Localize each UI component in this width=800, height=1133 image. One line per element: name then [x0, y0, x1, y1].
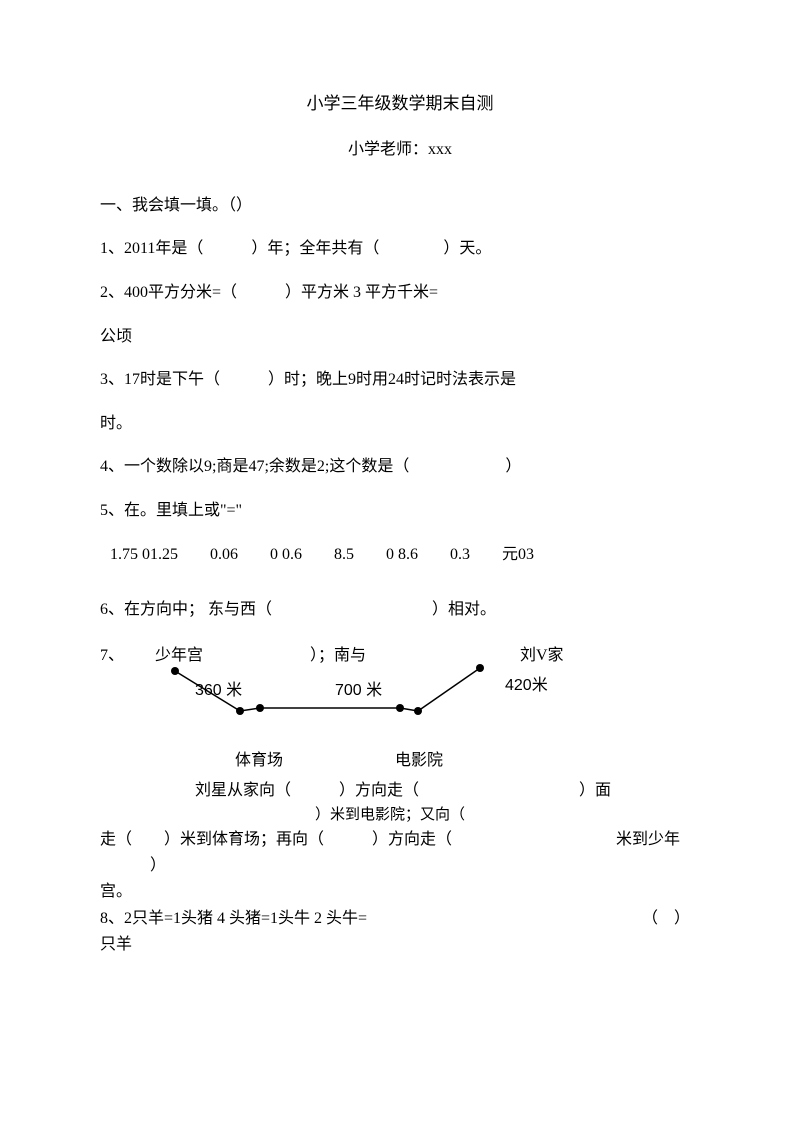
q8-text: 8、2只羊=1头猪 4 头猪=1头牛 2 头牛=	[100, 910, 367, 927]
question-5-options: 1.75 01.25 0.06 0 0.6 8.5 0 8.6 0.3 元03	[110, 542, 700, 568]
q5-opt-b: 0.06	[210, 546, 238, 563]
label-420m: 420米	[505, 673, 548, 699]
q7-desc-mid: ）米到电影院；又向（	[315, 803, 700, 827]
question-5: 5、在。里填上或"="	[100, 498, 700, 524]
section-1-header: 一、我会填一填。（）	[100, 193, 700, 219]
q7-desc-line1: 刘星从家向（ ）方向走（ ）面	[195, 778, 700, 804]
q8-paren: （ ）	[642, 906, 690, 932]
question-7-diagram: 7、 少年宫 ）；南与 刘V家 360 米 700 米 420米 体育场 电影院	[100, 643, 700, 768]
question-2-cont: 公顷	[100, 324, 700, 350]
question-7-gong: 宫。	[100, 879, 700, 905]
q5-opt-f: 0.3	[450, 546, 470, 563]
q7-desc2-b: 米到少年	[616, 827, 680, 853]
q5-opt-g: 元03	[502, 546, 534, 563]
question-6: 6、在方向中； 东与西（ ）相对。	[100, 597, 700, 623]
question-3-cont: 时。	[100, 411, 700, 437]
q5-opt-d: 8.5	[334, 546, 354, 563]
question-3: 3、17时是下午（ ）时；晚上9时用24时记时法表示是	[100, 367, 700, 393]
q7-desc-line3: ）	[150, 853, 700, 879]
question-8-cont: 只羊	[100, 932, 700, 958]
question-4: 4、一个数除以9;商是47;余数是2;这个数是（ ）	[100, 454, 700, 480]
label-dianyingyuan: 电影院	[395, 748, 443, 774]
question-7-description: 刘星从家向（ ）方向走（ ）面 ）米到电影院；又向（ 走（ ）米到体育场；再向（…	[100, 778, 700, 879]
path-diagram-svg	[160, 663, 500, 733]
label-tiyuchang: 体育场	[235, 748, 283, 774]
document-title: 小学三年级数学期末自测	[100, 90, 700, 117]
q5-opt-a: 1.75 01.25	[110, 546, 178, 563]
label-liuvjia: 刘V家	[520, 643, 564, 669]
question-7-number: 7、	[100, 643, 124, 669]
document-subtitle: 小学老师：xxx	[100, 137, 700, 163]
q5-opt-c: 0 0.6	[270, 546, 302, 563]
question-1: 1、2011年是（ ）年；全年共有（ ）天。	[100, 236, 700, 262]
q7-desc-line2: 走（ ）米到体育场；再向（ ）方向走（ 米到少年	[100, 827, 700, 853]
question-8: 8、2只羊=1头猪 4 头猪=1头牛 2 头牛= （ ）	[100, 906, 700, 932]
q7-desc2-a: 走（ ）米到体育场；再向（ ）方向走（	[100, 831, 452, 848]
q5-opt-e: 0 8.6	[386, 546, 418, 563]
question-2: 2、400平方分米=（ ）平方米 3 平方千米=	[100, 280, 700, 306]
